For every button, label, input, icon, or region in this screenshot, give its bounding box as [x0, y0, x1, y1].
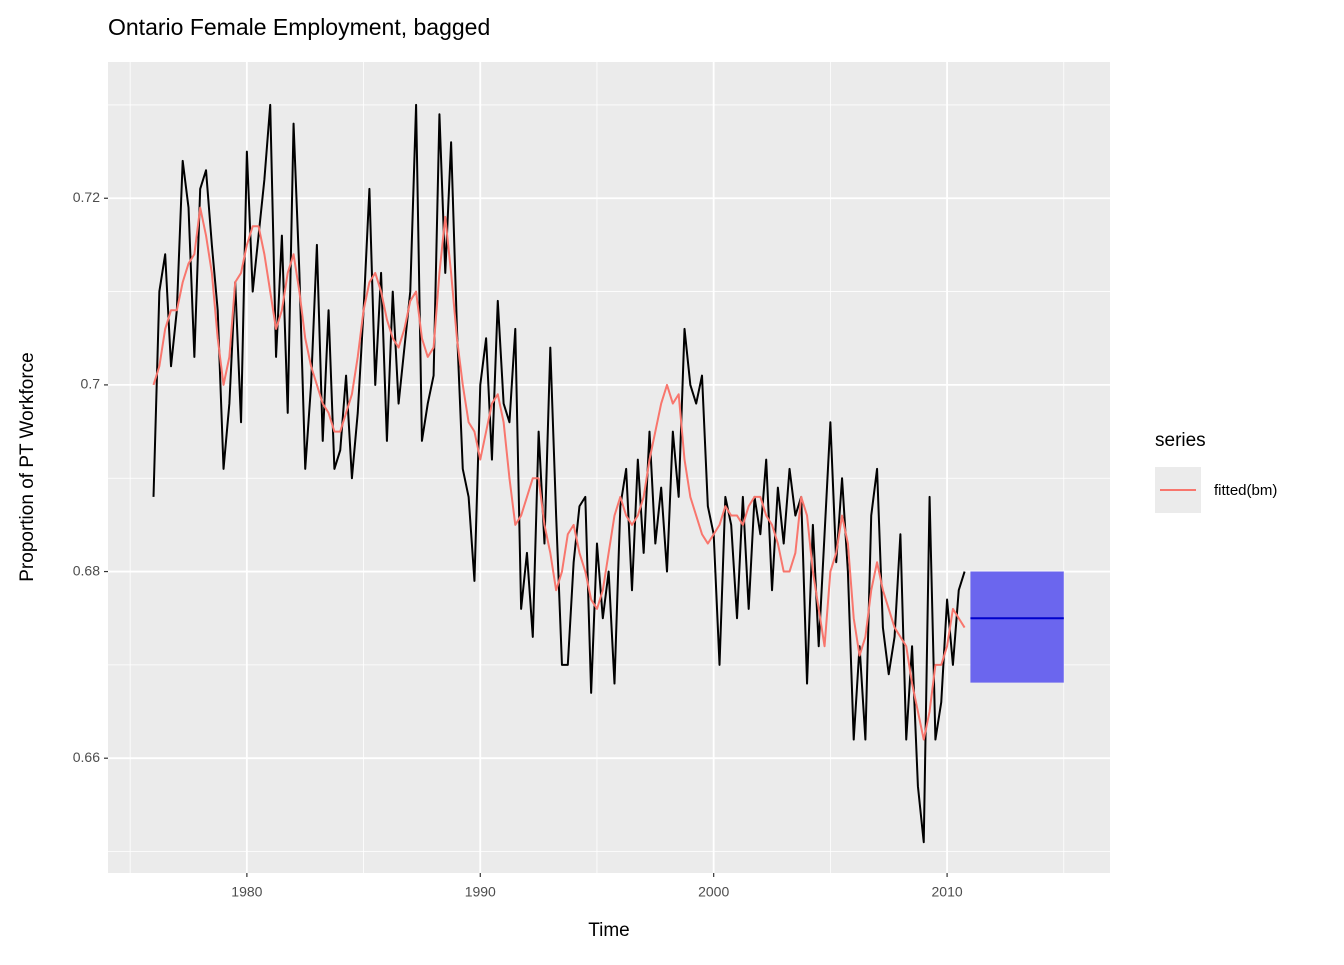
series-line [152, 206, 966, 741]
x-tick-label: 2010 [932, 884, 963, 900]
y-tick-label: 0.72 [73, 189, 100, 205]
chart-title: Ontario Female Employment, bagged [108, 14, 490, 40]
x-tick-label: 1990 [465, 884, 496, 900]
forecast-interval [970, 571, 1064, 683]
panel [108, 62, 1110, 873]
legend-label: fitted(bm) [1214, 482, 1277, 499]
y-axis-label: Proportion of PT Workforce [17, 352, 38, 582]
x-tick-label: 2000 [698, 884, 729, 900]
x-tick-label: 1980 [231, 884, 262, 900]
y-tick-label: 0.7 [81, 376, 101, 392]
observed-line [152, 103, 966, 844]
y-tick-label: 0.68 [73, 562, 100, 578]
y-tick-label: 0.66 [73, 749, 100, 765]
legend-title: series [1155, 430, 1206, 451]
x-axis-label: Time [588, 920, 630, 941]
